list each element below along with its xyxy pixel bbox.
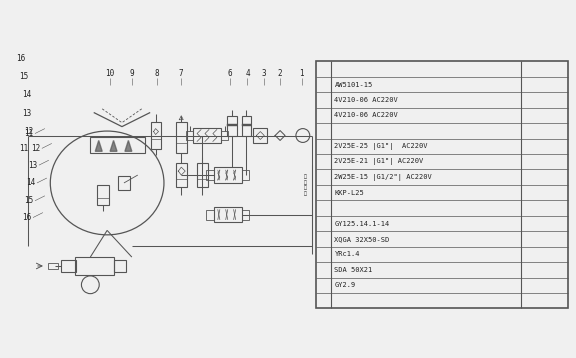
Polygon shape	[125, 140, 132, 151]
Text: KKP-L25: KKP-L25	[335, 190, 364, 196]
Bar	[197, 163, 208, 187]
Text: 12: 12	[24, 127, 33, 136]
Text: GY2.9: GY2.9	[335, 282, 356, 288]
Text: 2W25E-15 |G1/2"| AC220V: 2W25E-15 |G1/2"| AC220V	[335, 174, 432, 181]
Bar	[253, 127, 267, 144]
Text: XQGA 32X50-SD: XQGA 32X50-SD	[335, 236, 390, 242]
Bar	[90, 137, 145, 153]
Text: 16: 16	[16, 54, 25, 63]
Text: 11: 11	[19, 144, 28, 153]
Bar	[206, 170, 214, 180]
Text: 16: 16	[22, 213, 32, 222]
Text: 2V25E-21 |G1"| AC220V: 2V25E-21 |G1"| AC220V	[335, 158, 424, 165]
Bar	[241, 210, 249, 219]
Bar	[74, 257, 114, 275]
Text: 13: 13	[22, 109, 31, 118]
Text: YRc1.4: YRc1.4	[335, 251, 360, 257]
Text: 2: 2	[278, 69, 282, 78]
Bar	[241, 170, 249, 180]
Bar	[97, 185, 109, 205]
Bar	[60, 260, 77, 272]
Text: 4V210-06 AC220V: 4V210-06 AC220V	[335, 112, 398, 118]
Text: 12: 12	[31, 144, 40, 153]
Bar	[186, 131, 193, 140]
Bar	[214, 167, 241, 183]
Text: 7: 7	[179, 69, 184, 78]
Text: 4: 4	[245, 69, 250, 78]
Text: 10: 10	[105, 69, 115, 78]
Bar	[227, 124, 237, 126]
Text: 14: 14	[26, 178, 36, 188]
Text: 11: 11	[24, 129, 33, 138]
Text: GY125.14.1-14: GY125.14.1-14	[335, 221, 390, 227]
Bar	[176, 122, 187, 153]
Bar	[221, 131, 228, 140]
Polygon shape	[95, 140, 102, 151]
Text: 1: 1	[300, 69, 304, 78]
Text: SDA 50X21: SDA 50X21	[335, 267, 373, 273]
Text: 2V25E-25 |G1"|  AC220V: 2V25E-25 |G1"| AC220V	[335, 143, 428, 150]
Text: 3: 3	[262, 69, 267, 78]
Bar	[241, 124, 252, 126]
Text: 4V210-06 AC220V: 4V210-06 AC220V	[335, 97, 398, 103]
Bar	[114, 260, 126, 272]
Bar	[227, 116, 237, 136]
Bar	[193, 127, 221, 144]
Text: 14: 14	[22, 90, 31, 98]
Text: 垂
直
传
感: 垂 直 传 感	[304, 174, 306, 196]
Text: AW5101-15: AW5101-15	[335, 82, 373, 88]
Text: 15: 15	[19, 72, 28, 81]
Bar	[48, 263, 58, 269]
Bar	[176, 163, 187, 187]
Text: 9: 9	[130, 69, 134, 78]
Text: 6: 6	[228, 69, 232, 78]
Text: 8: 8	[154, 69, 159, 78]
Text: 15: 15	[24, 196, 33, 205]
Polygon shape	[110, 140, 117, 151]
Bar	[150, 122, 161, 149]
Bar	[118, 176, 130, 190]
Bar	[206, 210, 214, 219]
Bar	[316, 61, 568, 309]
Bar	[241, 116, 252, 136]
Text: 13: 13	[28, 161, 37, 170]
Bar	[214, 207, 241, 222]
